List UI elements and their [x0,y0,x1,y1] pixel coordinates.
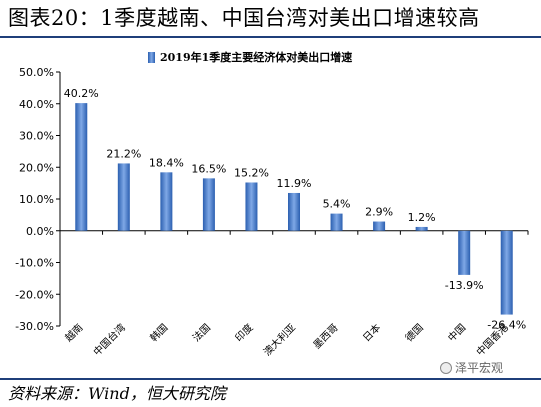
data-label: 1.2% [408,211,436,224]
legend-swatch [148,51,155,63]
x-tick-label: 韩国 [147,321,170,344]
bar [500,230,513,315]
data-label: 40.2% [64,87,99,100]
legend-label: 2019年1季度主要经济体对美出口增速 [160,51,353,64]
x-tick-label: 澳大利亚 [261,321,298,358]
bar [415,226,428,231]
x-tick-label: 日本 [360,321,383,344]
x-tick-label: 德国 [402,321,425,344]
data-label: 16.5% [191,162,226,175]
bar [75,103,88,231]
bar [117,163,130,231]
chart-legend: 2019年1季度主要经济体对美出口增速 [148,49,352,65]
x-tick-label: 墨西哥 [311,322,341,352]
y-tick-label: -10.0% [15,257,54,270]
data-label: 15.2% [234,166,269,179]
figure-title: 图表20：1季度越南、中国台湾对美出口增速较高 [8,6,480,30]
x-tick-label: 印度 [232,321,255,344]
data-label: -26.4% [487,319,526,332]
bar-chart: 50.0% 40.0% 30.0% 20.0% 10.0% 0.0% -10.0% -20.0… [15,66,529,358]
bar [202,178,215,231]
data-label: 2.9% [365,206,393,219]
x-tick-label: 中国 [445,321,468,344]
y-tick-label: 0.0% [26,225,54,238]
wechat-icon [440,362,452,374]
top-rule [0,36,541,38]
y-tick-label: 20.0% [19,161,54,174]
bar [288,192,300,231]
x-tick-label: 法国 [190,321,213,344]
y-tick-label: 50.0% [19,66,54,79]
y-tick-label: -20.0% [15,288,54,301]
watermark-text: 泽平宏观 [455,361,504,375]
source-note: 资料来源：Wind，恒大研究院 [8,384,226,403]
x-tick-label: 越南 [62,321,85,344]
data-label: 5.4% [323,198,351,211]
data-label: -13.9% [445,279,484,292]
data-label: 21.2% [106,147,141,160]
y-tick-label: 40.0% [19,98,54,111]
bar [458,230,471,275]
bar [330,213,343,231]
x-tick-label: 中国台湾 [90,321,127,358]
bottom-rule [0,378,541,380]
y-tick-label: 30.0% [19,130,54,143]
bar [160,172,173,231]
bar [373,221,386,231]
y-tick-label: -30.0% [15,320,54,333]
data-label: 18.4% [149,156,184,169]
bar [245,182,258,231]
y-tick-label: 10.0% [19,193,54,206]
data-label: 11.9% [277,177,312,190]
watermark: 泽平宏观 [440,360,503,376]
